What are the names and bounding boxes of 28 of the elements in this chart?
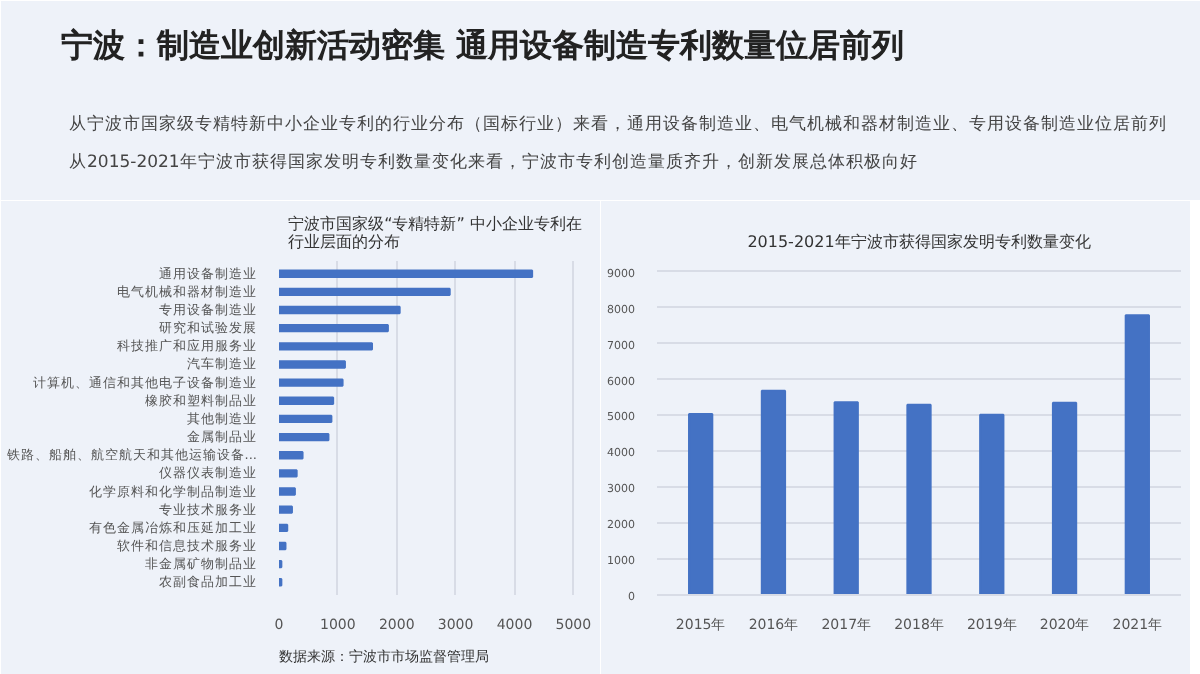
bar xyxy=(760,389,787,595)
bar xyxy=(1124,314,1150,595)
bar xyxy=(279,414,333,424)
bar xyxy=(833,401,859,595)
chart-title: 2015-2021年宁波市获得国家发明专利数量变化 xyxy=(747,233,1091,251)
bar xyxy=(279,342,374,351)
text: 从2015-2021年宁波市获得国家发明专利数量变化来看，宁波市专利创造量质齐升，创新发展总体积极向好 xyxy=(69,151,918,173)
bar xyxy=(906,403,932,595)
bar xyxy=(279,523,289,533)
bar xyxy=(279,323,389,333)
chart-title: 宁波市国家级“专精特新” 中小企业专利在行业层面的分布 xyxy=(288,215,582,251)
bar xyxy=(279,305,401,315)
bar xyxy=(279,432,330,442)
text: 宁波：制造业创新活动密集 通用设备制造专利数量位居前列 xyxy=(61,26,905,64)
bar xyxy=(688,412,714,595)
bar xyxy=(279,505,293,514)
bar xyxy=(279,451,304,460)
bar xyxy=(279,287,451,297)
text: 从宁波市国家级专精特新中小企业专利的行业分布（国标行业）来看，通用设备制造业、电气机械和器材制造业、专用设备制造业位居前列 xyxy=(69,113,1167,135)
bar xyxy=(279,378,344,387)
bar xyxy=(279,469,298,478)
bar xyxy=(1051,401,1078,595)
bar xyxy=(279,541,287,551)
bar xyxy=(279,269,534,278)
bar xyxy=(979,413,1005,595)
bar xyxy=(279,360,346,369)
bar xyxy=(279,487,296,496)
bar xyxy=(279,396,335,405)
